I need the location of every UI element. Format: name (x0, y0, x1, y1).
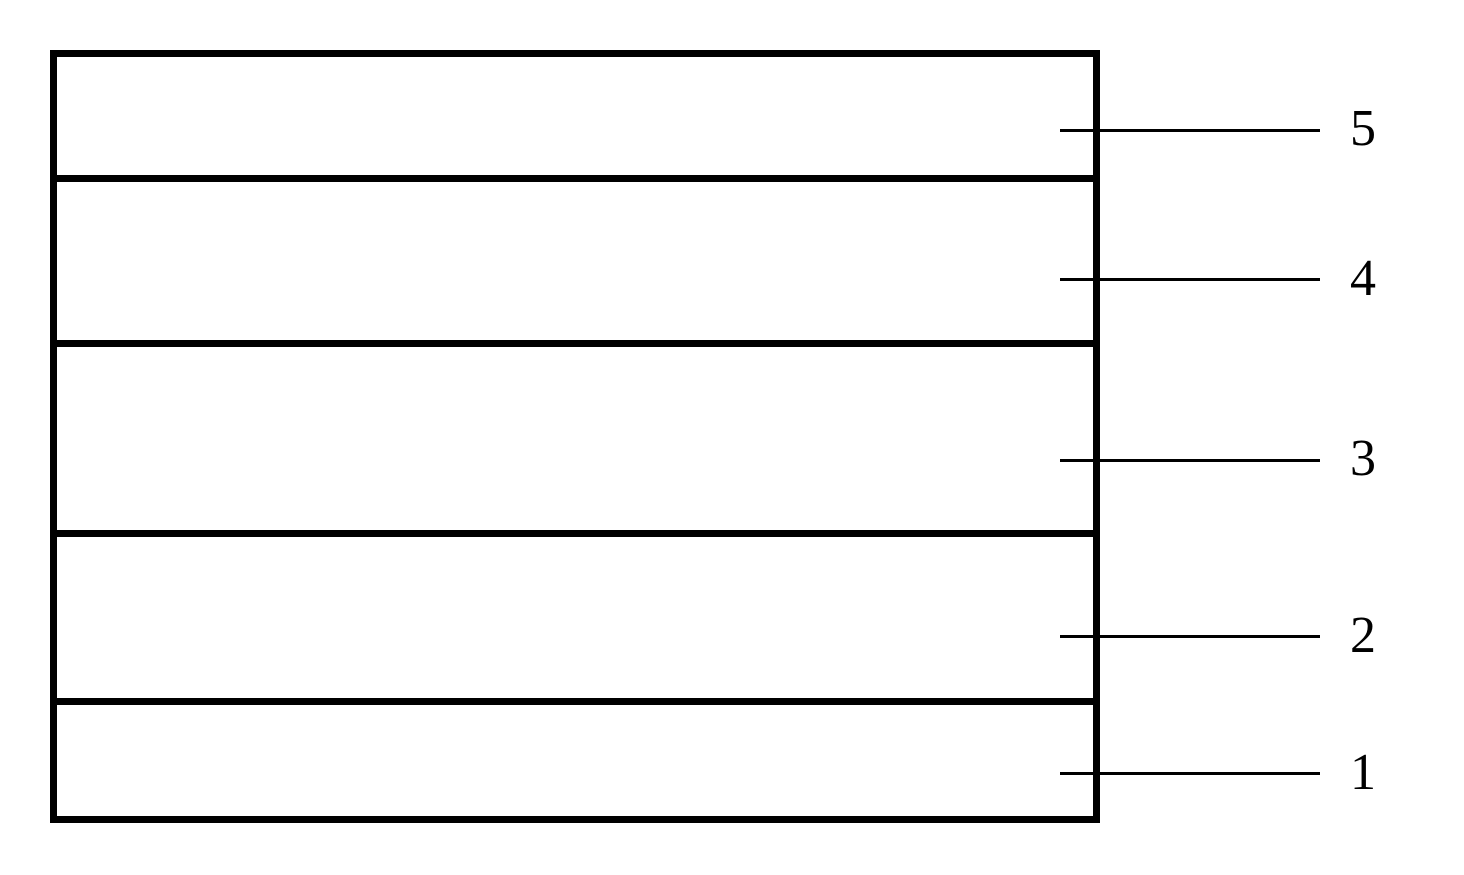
diagram-container: 5 4 3 2 1 (0, 0, 1464, 875)
leader-line-2 (1060, 635, 1320, 638)
layer-label-5: 5 (1350, 99, 1376, 158)
layer-label-3: 3 (1350, 429, 1376, 488)
layer-4 (57, 175, 1093, 340)
layer-2 (57, 530, 1093, 698)
leader-line-5 (1060, 129, 1320, 132)
layer-5 (57, 57, 1093, 175)
leader-line-1 (1060, 772, 1320, 775)
layer-1 (57, 698, 1093, 816)
leader-line-3 (1060, 459, 1320, 462)
layer-label-4: 4 (1350, 249, 1376, 308)
layer-label-1: 1 (1350, 743, 1376, 802)
layer-3 (57, 340, 1093, 530)
layer-label-2: 2 (1350, 606, 1376, 665)
leader-line-4 (1060, 278, 1320, 281)
layer-stack (50, 50, 1100, 823)
